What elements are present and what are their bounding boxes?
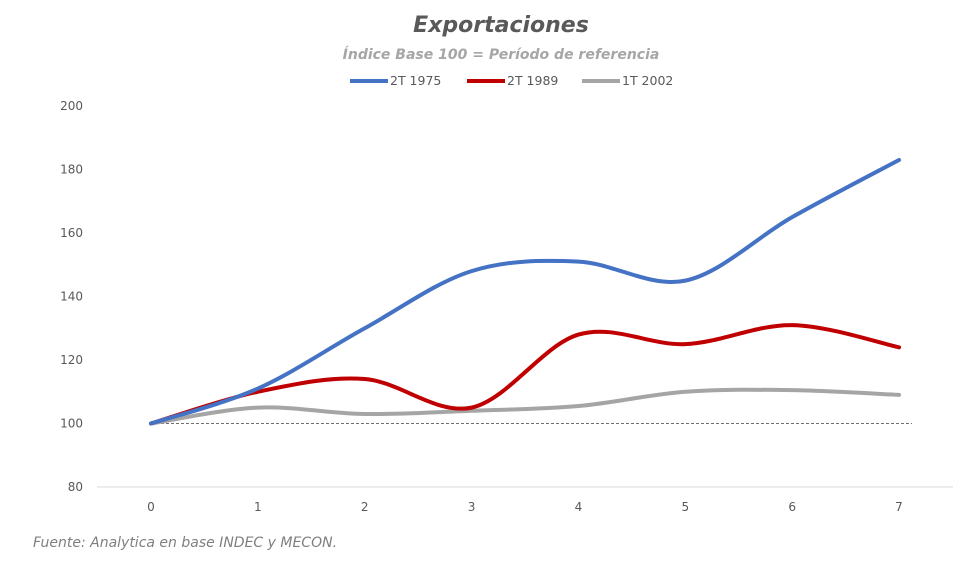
legend-item: 2T 1989: [467, 73, 558, 88]
x-tick-label: 2: [361, 500, 369, 514]
legend-item: 2T 1975: [350, 73, 441, 88]
y-tick-label: 140: [60, 290, 83, 304]
series-line-1T-2002: [149, 387, 901, 426]
y-tick-label: 100: [60, 417, 83, 431]
x-tick-label: 3: [468, 500, 476, 514]
y-tick-label: 80: [68, 480, 83, 494]
x-tick-label: 1: [254, 500, 262, 514]
x-tick-label: 0: [147, 500, 155, 514]
legend-label: 2T 1989: [507, 73, 558, 88]
x-tick-label: 4: [575, 500, 583, 514]
legend-label: 1T 2002: [622, 73, 673, 88]
y-tick-label: 200: [60, 99, 83, 113]
chart-title: Exportaciones: [413, 13, 589, 38]
x-tick-label: 7: [895, 500, 903, 514]
legend-label: 2T 1975: [390, 73, 441, 88]
x-tick-label: 6: [788, 500, 796, 514]
x-tick-label: 5: [681, 500, 689, 514]
legend-item: 1T 2002: [582, 73, 673, 88]
series-line-2T-1975: [149, 157, 901, 426]
series-line-2T-1989: [149, 323, 901, 426]
y-tick-label: 180: [60, 163, 83, 177]
chart-subtitle: Índice Base 100 = Período de referencia: [343, 46, 660, 63]
source-note: Fuente: Analytica en base INDEC y MECON.: [33, 535, 338, 551]
y-tick-label: 160: [60, 226, 83, 240]
y-tick-label: 120: [60, 353, 83, 367]
